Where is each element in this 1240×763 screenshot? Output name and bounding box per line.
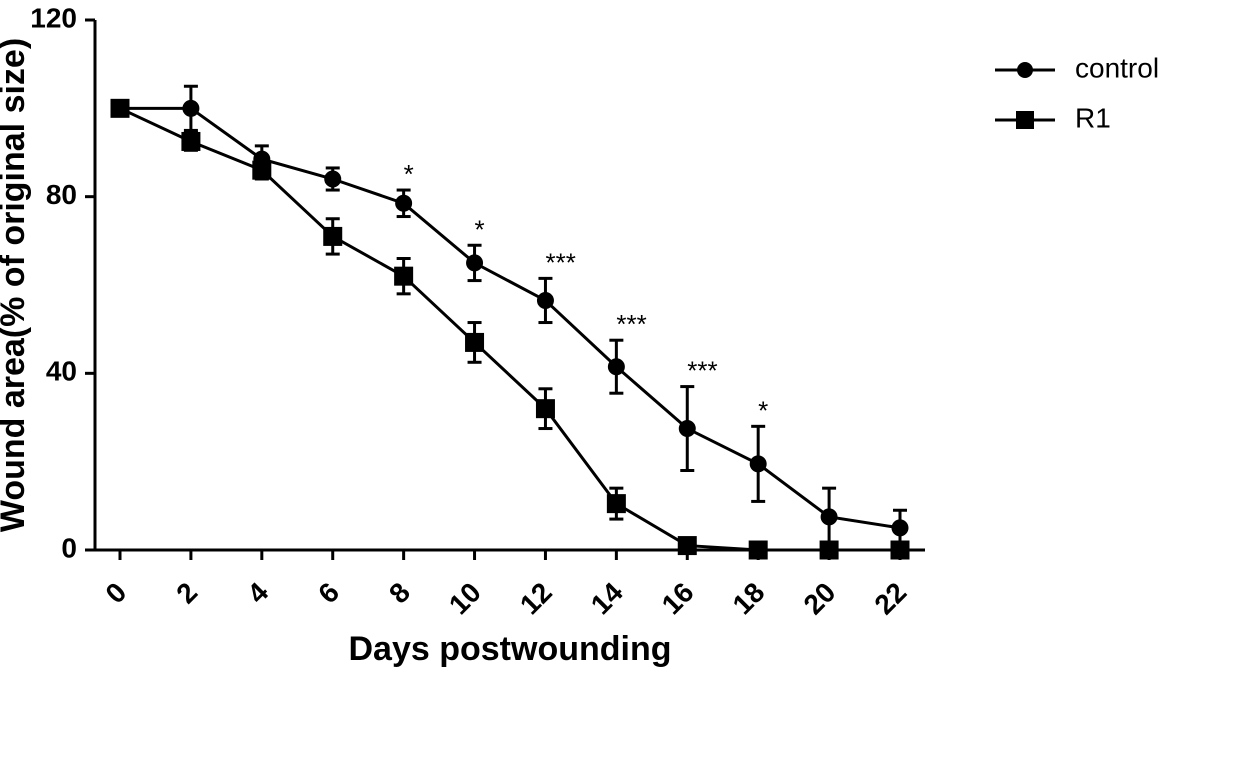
marker-square (111, 99, 129, 117)
significance-marker: * (404, 159, 414, 189)
significance-marker: *** (616, 309, 646, 339)
marker-square (820, 541, 838, 559)
significance-marker: * (475, 214, 485, 244)
marker-square (891, 541, 909, 559)
x-axis-title: Days postwounding (349, 630, 672, 668)
y-tick-label: 40 (46, 356, 77, 387)
marker-square (466, 333, 484, 351)
legend-marker-circle (1017, 62, 1033, 78)
legend-label: R1 (1075, 102, 1111, 133)
marker-circle (892, 520, 908, 536)
significance-marker: * (758, 395, 768, 425)
marker-square (607, 495, 625, 513)
marker-square (253, 161, 271, 179)
marker-circle (467, 255, 483, 271)
y-tick-label: 80 (46, 179, 77, 210)
chart-root: 040801200246810121416182022Days postwoun… (0, 0, 1240, 763)
marker-circle (183, 100, 199, 116)
y-tick-label: 120 (30, 2, 77, 33)
significance-marker: *** (545, 247, 575, 277)
marker-circle (750, 456, 766, 472)
marker-square (749, 541, 767, 559)
chart-svg: 040801200246810121416182022Days postwoun… (0, 0, 1240, 763)
marker-square (678, 537, 696, 555)
significance-marker: *** (687, 356, 717, 386)
marker-circle (537, 292, 553, 308)
marker-square (395, 267, 413, 285)
legend-marker-square (1016, 111, 1034, 129)
marker-square (324, 227, 342, 245)
marker-circle (679, 421, 695, 437)
marker-square (536, 400, 554, 418)
legend-label: control (1075, 52, 1159, 83)
marker-circle (821, 509, 837, 525)
marker-square (182, 132, 200, 150)
y-tick-label: 0 (61, 532, 77, 563)
marker-circle (608, 359, 624, 375)
marker-circle (396, 195, 412, 211)
marker-circle (325, 171, 341, 187)
y-axis-title: Wound area(% of original size) (0, 38, 32, 532)
